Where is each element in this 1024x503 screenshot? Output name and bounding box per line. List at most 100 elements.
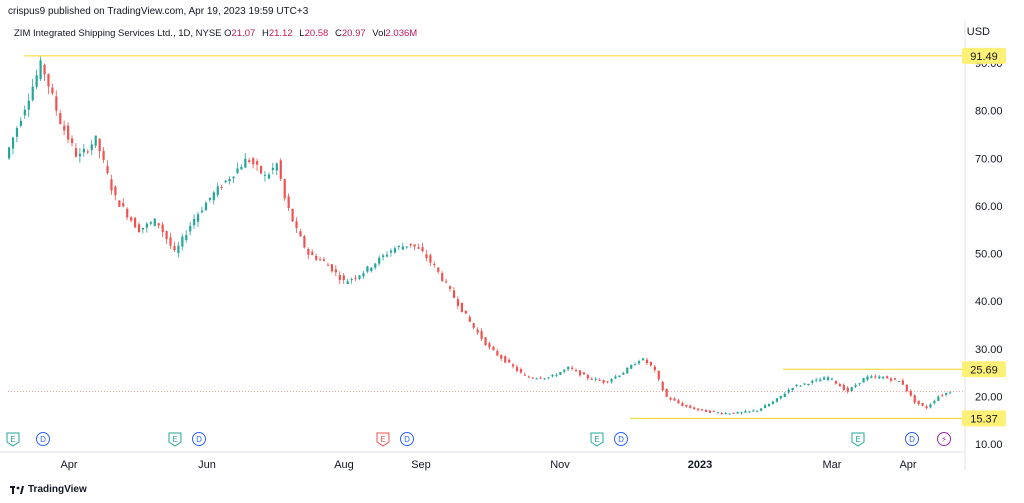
candle-body [362,273,365,277]
candle-body [500,355,503,359]
candle-body [602,380,605,383]
currency-label: USD [966,26,990,38]
candle-body [8,147,11,159]
candle-body [638,361,641,364]
volume-label: Vol [372,28,386,39]
candle-body [846,387,849,392]
x-tick-label: Mar [823,459,842,471]
earnings-icon[interactable] [851,432,865,447]
candle-body [43,64,46,75]
candle-body [882,377,885,379]
candle-body [925,406,928,409]
candle-body [744,411,747,413]
candle-body [358,275,361,279]
candle-body [145,223,149,228]
level-label: 91.49 [970,51,998,63]
earnings-icon[interactable] [376,432,390,447]
candle-body [811,380,814,383]
candle-body [445,281,448,283]
earnings-label: E [380,435,385,444]
earnings-icon[interactable] [590,432,604,447]
candle-body [547,377,550,379]
dividend-label: D [404,435,410,444]
candle-body [933,400,936,404]
candle-body [98,138,101,152]
candle-body [319,259,322,261]
level-label-box [962,361,1006,378]
candle-body [606,381,609,383]
candle-body [311,251,314,256]
candle-body [252,158,255,165]
candle-body [67,125,70,140]
dividend-icon[interactable] [905,432,919,446]
split-icon[interactable] [937,432,951,446]
y-tick-label: 20.00 [975,391,1003,403]
candle-body [279,160,282,179]
earnings-icon[interactable] [6,432,20,447]
candle-body [468,317,471,322]
candle-body [724,412,727,414]
candle-body [775,398,779,402]
candle-body [220,186,223,188]
candle-body [787,389,790,393]
earnings-label: E [172,435,177,444]
candle-body [409,243,412,246]
candle-body [783,393,786,398]
candle-body [870,376,873,378]
candle-body [78,153,82,157]
candle-body [236,168,239,174]
candle-body [433,263,436,266]
candle-body [114,186,117,196]
candle-body [752,410,755,412]
high-value: 21.12 [268,28,293,39]
candle-body [551,374,554,377]
candle-body [425,254,428,259]
candle-body [350,278,353,280]
candle-body [799,385,802,387]
candle-body [126,208,129,218]
candle-body [326,264,330,266]
candle-body [39,60,42,80]
candle-body [200,210,204,213]
candle-body [177,245,180,253]
candle-body [862,378,865,383]
candle-body [732,412,735,414]
candle-body [90,144,93,151]
dividend-label: D [909,435,915,444]
candle-body [937,396,940,401]
candle-body [669,397,672,400]
candle-body [523,374,527,376]
candle-body [567,366,570,370]
candle-body [578,370,582,376]
candle-body [819,379,822,382]
candle-body [834,380,838,384]
candle-body [823,377,826,380]
open-label: O [224,28,232,39]
dividend-icon[interactable] [614,432,628,446]
candle-body [610,379,613,382]
candle-body [208,197,212,200]
candle-body [649,361,653,366]
candle-body [795,384,798,386]
candle-body [917,400,920,405]
candle-body [535,378,538,380]
candle-body [673,398,676,401]
open-value: 21.07 [231,28,256,39]
earnings-icon[interactable] [168,432,182,447]
candle-body [169,237,172,246]
symbol-legend: ZIM Integrated Shipping Services Ltd., 1… [14,28,421,39]
candle-body [716,412,719,414]
dividend-icon[interactable] [400,432,414,446]
candle-body [657,370,660,380]
y-tick-label: 70.00 [975,153,1003,165]
candle-body [287,196,290,208]
candle-body [712,410,716,412]
candle-body [582,372,586,375]
dividend-icon[interactable] [36,432,50,446]
dividend-icon[interactable] [192,432,206,446]
candle-body [492,346,495,351]
candle-body [346,281,349,284]
candle-body [315,255,318,260]
candle-body [441,273,444,281]
